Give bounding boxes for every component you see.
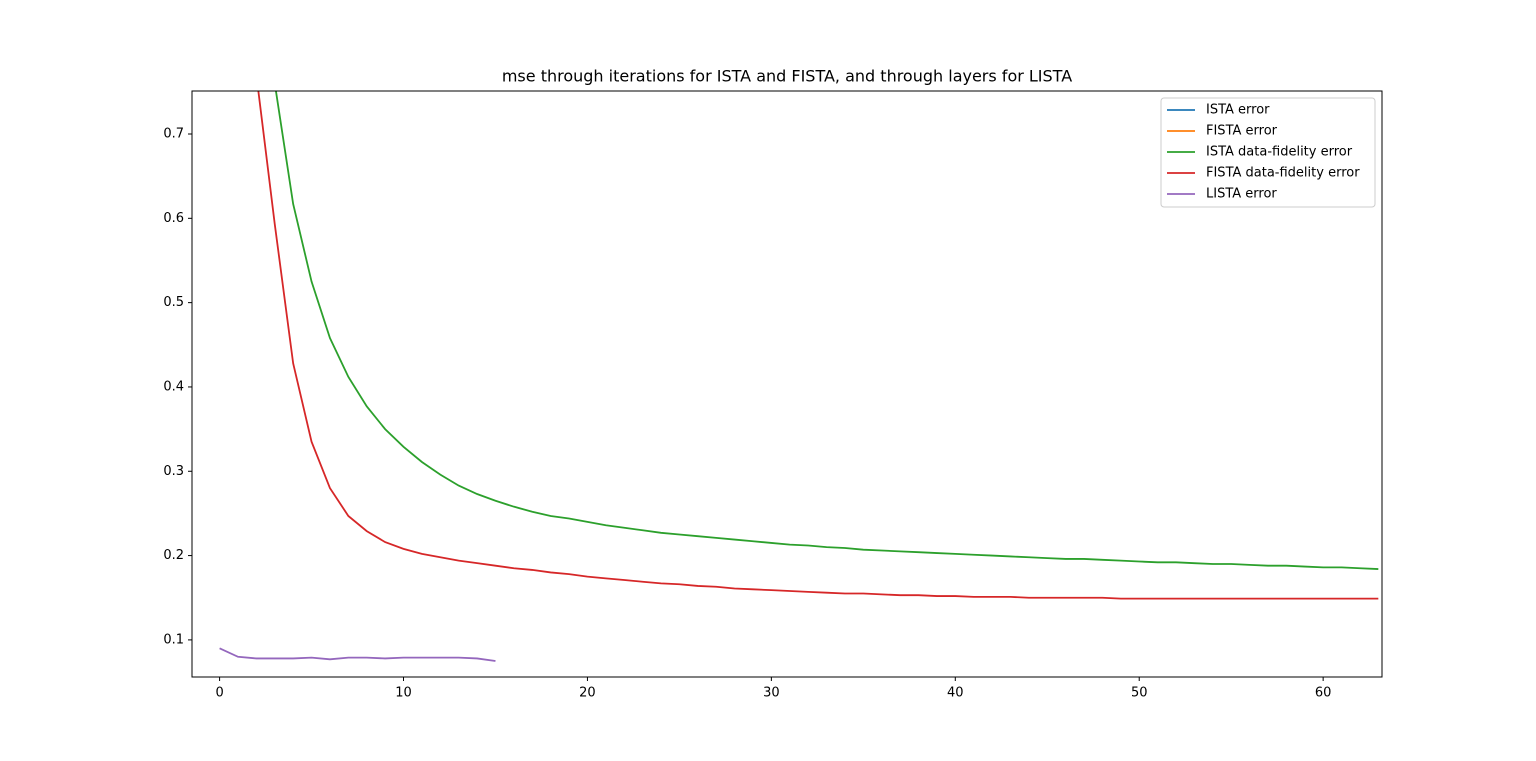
legend-label: FISTA error (1206, 124, 1278, 139)
x-tick-label: 30 (763, 686, 780, 701)
legend-label: ISTA data-fidelity error (1206, 145, 1353, 160)
series-line (275, 91, 1379, 570)
x-tick-label: 20 (579, 686, 596, 701)
axes-frame (191, 90, 1383, 678)
series-line (219, 647, 496, 662)
chart-title: mse through iterations for ISTA and FIST… (502, 67, 1072, 86)
y-tick-label: 0.3 (163, 464, 184, 479)
series-line (257, 91, 1379, 600)
legend-label: FISTA data-fidelity error (1206, 166, 1360, 181)
x-tick-label: 10 (395, 686, 412, 701)
x-tick-label: 60 (1315, 686, 1332, 701)
y-tick-label: 0.6 (163, 211, 184, 226)
y-tick-label: 0.5 (163, 295, 184, 310)
y-tick-label: 0.2 (163, 548, 184, 563)
plot-area (219, 91, 1379, 662)
y-tick-label: 0.1 (163, 632, 184, 647)
legend-box (1160, 97, 1376, 208)
x-tick-label: 40 (947, 686, 964, 701)
y-tick-label: 0.7 (163, 127, 184, 142)
y-tick-label: 0.4 (163, 379, 184, 394)
x-tick-label: 50 (1131, 686, 1148, 701)
legend-label: ISTA error (1206, 103, 1270, 118)
x-tick-label: 0 (215, 686, 223, 701)
legend-label: LISTA error (1206, 187, 1277, 202)
